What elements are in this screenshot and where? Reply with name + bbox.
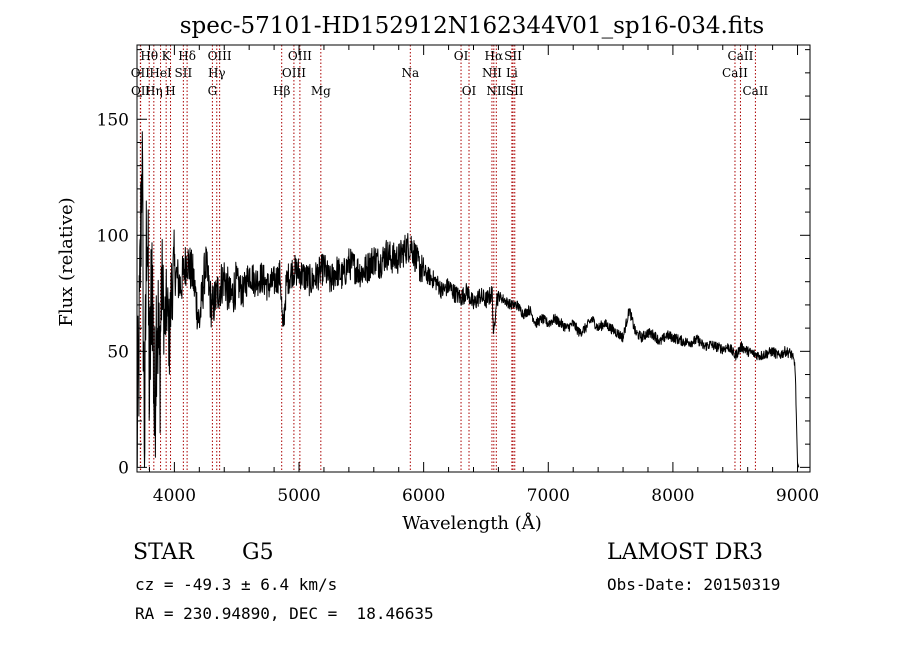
x-axis-label: Wavelength (Å) [402, 512, 542, 534]
x-tick-label: 8000 [651, 486, 694, 506]
line-label: Hγ [208, 66, 226, 80]
line-label: Li [506, 66, 518, 80]
line-label: SII [504, 49, 522, 63]
line-label: OII [131, 66, 151, 80]
line-label: CaII [722, 66, 748, 80]
line-label: K [162, 49, 172, 63]
line-label: Mg [311, 84, 331, 98]
y-tick-label: 100 [97, 226, 129, 246]
x-tick-label: 6000 [402, 486, 445, 506]
chart-title: spec-57101-HD152912N162344V01_sp16-034.f… [180, 13, 765, 39]
line-label: Hα [485, 49, 504, 63]
line-label: OI [454, 49, 469, 63]
coordinates: RA = 230.94890, DEC = 18.46635 [135, 604, 434, 623]
spectral-subclass: G5 [242, 540, 274, 565]
line-label: Hδ [178, 49, 196, 63]
line-label: SII [175, 66, 193, 80]
line-label: OI [462, 84, 477, 98]
line-label: NII [486, 84, 506, 98]
line-label: H [165, 84, 175, 98]
y-tick-label: 0 [118, 458, 129, 478]
redshift-velocity: cz = -49.3 ± 6.4 km/s [135, 575, 338, 594]
x-tick-label: 7000 [527, 486, 570, 506]
spectrum-series [136, 131, 800, 468]
y-axis-label: Flux (relative) [56, 197, 77, 326]
observation-date: Obs-Date: 20150319 [607, 575, 781, 594]
survey-name: LAMOST DR3 [607, 540, 763, 565]
line-label: OII [131, 84, 151, 98]
line-label: NII [482, 66, 502, 80]
x-tick-label: 9000 [776, 486, 819, 506]
line-label: OIII [288, 49, 312, 63]
line-label: Hθ [140, 49, 158, 63]
line-label: Na [401, 66, 419, 80]
plot-frame [136, 44, 811, 473]
line-label: Hη [145, 84, 163, 98]
line-label: HeI [149, 66, 172, 80]
line-label: CaII [742, 84, 768, 98]
emission-line-markers [139, 45, 756, 472]
line-label: SII [506, 84, 524, 98]
object-class: STAR [133, 540, 194, 565]
line-label: OIII [208, 49, 232, 63]
line-label: Hβ [273, 84, 290, 98]
y-tick-label: 150 [97, 110, 129, 130]
axis-ticks: 4000 5000 6000 7000 8000 9000 0 50 100 150 [97, 45, 819, 506]
y-tick-label: 50 [107, 342, 129, 362]
line-label: G [208, 84, 218, 98]
x-tick-label: 4000 [153, 486, 196, 506]
x-tick-label: 5000 [277, 486, 320, 506]
line-label: CaII [728, 49, 754, 63]
line-label: OIII [282, 66, 306, 80]
spectrum-line [136, 131, 800, 468]
